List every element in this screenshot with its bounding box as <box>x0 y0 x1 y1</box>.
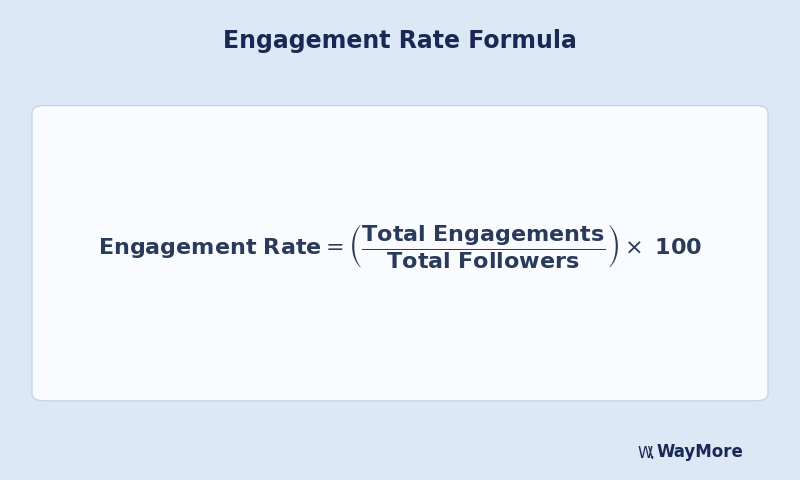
Text: $\mathbf{\mathsf{W\!\!\backslash\!.}}$: $\mathbf{\mathsf{W\!\!\backslash\!.}}$ <box>638 444 655 461</box>
FancyBboxPatch shape <box>32 106 768 401</box>
Text: WayMore: WayMore <box>657 443 743 461</box>
Text: $\mathbf{Engagement\ Rate} = \left(\dfrac{\mathbf{Total\ Engagements}}{\mathbf{T: $\mathbf{Engagement\ Rate} = \left(\dfra… <box>98 222 702 270</box>
Text: Engagement Rate Formula: Engagement Rate Formula <box>223 29 577 53</box>
